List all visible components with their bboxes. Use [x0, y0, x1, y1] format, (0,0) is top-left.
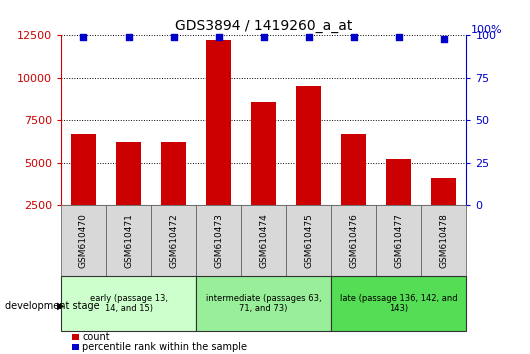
Title: GDS3894 / 1419260_a_at: GDS3894 / 1419260_a_at	[175, 19, 352, 33]
Text: percentile rank within the sample: percentile rank within the sample	[82, 342, 247, 352]
Bar	[241, 205, 286, 276]
Bar	[71, 134, 96, 248]
Text: GSM610477: GSM610477	[394, 213, 403, 268]
Bar	[196, 205, 241, 276]
Bar	[286, 205, 331, 276]
Bar	[161, 142, 186, 248]
Bar	[196, 276, 331, 331]
Point	[124, 34, 132, 40]
Bar	[251, 102, 276, 248]
Bar	[116, 142, 141, 248]
Bar	[106, 205, 151, 276]
Text: development stage: development stage	[5, 301, 100, 311]
Text: GSM610472: GSM610472	[169, 213, 178, 268]
Point	[440, 36, 448, 42]
Text: late (passage 136, 142, and
143): late (passage 136, 142, and 143)	[340, 294, 457, 313]
Bar	[431, 178, 456, 248]
Text: 100%: 100%	[471, 25, 502, 35]
Text: GSM610478: GSM610478	[439, 213, 448, 268]
Bar	[151, 205, 196, 276]
Text: early (passage 13,
14, and 15): early (passage 13, 14, and 15)	[90, 294, 167, 313]
Text: GSM610473: GSM610473	[214, 213, 223, 268]
Text: GSM610476: GSM610476	[349, 213, 358, 268]
Text: GSM610471: GSM610471	[124, 213, 133, 268]
Text: GSM610470: GSM610470	[79, 213, 88, 268]
Point	[80, 34, 88, 40]
Bar	[386, 159, 411, 248]
Bar	[331, 276, 466, 331]
Point	[214, 34, 223, 40]
Text: count: count	[82, 332, 110, 342]
Point	[394, 34, 403, 40]
Bar	[331, 205, 376, 276]
Bar	[376, 205, 421, 276]
Text: GSM610474: GSM610474	[259, 213, 268, 268]
Bar	[61, 205, 106, 276]
Bar	[421, 205, 466, 276]
Point	[304, 34, 313, 40]
Point	[169, 34, 178, 40]
Text: GSM610475: GSM610475	[304, 213, 313, 268]
Bar	[61, 276, 196, 331]
Text: intermediate (passages 63,
71, and 73): intermediate (passages 63, 71, and 73)	[206, 294, 322, 313]
Bar	[206, 40, 231, 248]
Text: ▶: ▶	[57, 301, 65, 311]
Point	[259, 34, 268, 40]
Point	[350, 34, 358, 40]
Bar	[296, 86, 321, 248]
Bar	[341, 134, 366, 248]
